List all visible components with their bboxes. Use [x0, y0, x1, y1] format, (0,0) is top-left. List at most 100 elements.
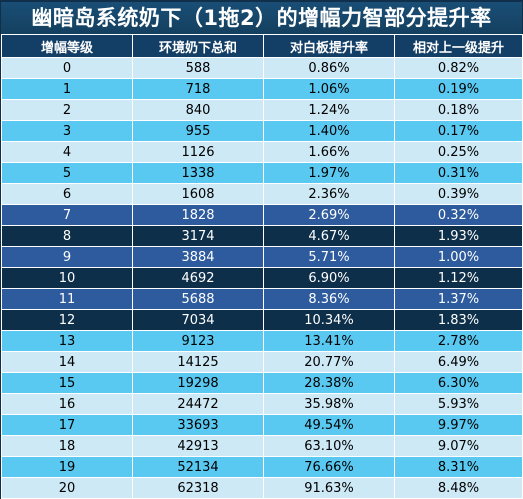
rate-vs-base-cell: 76.66% [263, 456, 395, 478]
rate-vs-prev-cell: 1.00% [394, 246, 523, 268]
rate-vs-prev-cell: 1.12% [394, 267, 523, 289]
total-cell: 7034 [132, 309, 264, 331]
rate-vs-prev-cell: 6.49% [394, 351, 523, 373]
rate-vs-prev-cell: 9.07% [394, 435, 523, 457]
rate-vs-prev-cell: 0.18% [394, 99, 523, 121]
total-cell: 62318 [132, 477, 264, 499]
rate-vs-prev-cell: 0.17% [394, 120, 523, 142]
table-row: 5 1338 1.97% 0.31% [1, 162, 523, 184]
level-cell: 6 [1, 183, 133, 205]
table-row: 8 3174 4.67% 1.93% [1, 225, 523, 247]
header-total: 环境奶下总和 [132, 34, 264, 58]
table-row: 17 33693 49.54% 9.97% [1, 414, 523, 436]
table-row: 6 1608 2.36% 0.39% [1, 183, 523, 205]
table-row: 10 4692 6.90% 1.12% [1, 267, 523, 289]
rate-vs-base-cell: 20.77% [263, 351, 395, 373]
table-row: 16 24472 35.98% 5.93% [1, 393, 523, 415]
level-cell: 14 [1, 351, 133, 373]
table-row: 14 14125 20.77% 6.49% [1, 351, 523, 373]
total-cell: 718 [132, 78, 264, 100]
level-cell: 3 [1, 120, 133, 142]
rate-vs-prev-cell: 1.93% [394, 225, 523, 247]
rate-vs-prev-cell: 0.31% [394, 162, 523, 184]
header-row: 增幅等级 环境奶下总和 对白板提升率 相对上一级提升 [1, 34, 523, 58]
rate-vs-prev-cell: 0.19% [394, 78, 523, 100]
total-cell: 588 [132, 57, 264, 79]
rate-vs-base-cell: 4.67% [263, 225, 395, 247]
table-row: 12 7034 10.34% 1.83% [1, 309, 523, 331]
total-cell: 1828 [132, 204, 264, 226]
table-row: 4 1126 1.66% 0.25% [1, 141, 523, 163]
header-level: 增幅等级 [1, 34, 133, 58]
level-cell: 8 [1, 225, 133, 247]
page-title: 幽暗岛系统奶下（1拖2）的增幅力智部分提升率 [1, 2, 522, 34]
table-row: 15 19298 28.38% 6.30% [1, 372, 523, 394]
level-cell: 13 [1, 330, 133, 352]
level-cell: 2 [1, 99, 133, 121]
rate-vs-prev-cell: 0.82% [394, 57, 523, 79]
rate-vs-base-cell: 1.40% [263, 120, 395, 142]
rate-vs-prev-cell: 9.97% [394, 414, 523, 436]
rate-vs-prev-cell: 8.31% [394, 456, 523, 478]
rate-vs-base-cell: 1.24% [263, 99, 395, 121]
level-cell: 19 [1, 456, 133, 478]
rate-vs-base-cell: 1.66% [263, 141, 395, 163]
level-cell: 9 [1, 246, 133, 268]
total-cell: 3884 [132, 246, 264, 268]
rate-vs-base-cell: 28.38% [263, 372, 395, 394]
total-cell: 840 [132, 99, 264, 121]
upgrade-table: 增幅等级 环境奶下总和 对白板提升率 相对上一级提升 0 588 0.86% 0.82… [1, 34, 523, 499]
total-cell: 1338 [132, 162, 264, 184]
total-cell: 33693 [132, 414, 264, 436]
table-row: 2 840 1.24% 0.18% [1, 99, 523, 121]
table-row: 13 9123 13.41% 2.78% [1, 330, 523, 352]
rate-vs-prev-cell: 1.37% [394, 288, 523, 310]
table-row: 11 5688 8.36% 1.37% [1, 288, 523, 310]
rate-vs-prev-cell: 5.93% [394, 393, 523, 415]
level-cell: 18 [1, 435, 133, 457]
rate-vs-base-cell: 13.41% [263, 330, 395, 352]
level-cell: 20 [1, 477, 133, 499]
total-cell: 3174 [132, 225, 264, 247]
level-cell: 7 [1, 204, 133, 226]
total-cell: 52134 [132, 456, 264, 478]
level-cell: 1 [1, 78, 133, 100]
level-cell: 16 [1, 393, 133, 415]
table-header: 增幅等级 环境奶下总和 对白板提升率 相对上一级提升 [1, 34, 523, 58]
total-cell: 5688 [132, 288, 264, 310]
table-row: 7 1828 2.69% 0.32% [1, 204, 523, 226]
header-rate-vs-base: 对白板提升率 [263, 34, 395, 58]
level-cell: 12 [1, 309, 133, 331]
total-cell: 1608 [132, 183, 264, 205]
table-row: 0 588 0.86% 0.82% [1, 57, 523, 79]
rate-vs-base-cell: 1.97% [263, 162, 395, 184]
rate-vs-base-cell: 5.71% [263, 246, 395, 268]
rate-vs-base-cell: 10.34% [263, 309, 395, 331]
rate-vs-prev-cell: 2.78% [394, 330, 523, 352]
total-cell: 14125 [132, 351, 264, 373]
rate-vs-base-cell: 35.98% [263, 393, 395, 415]
total-cell: 4692 [132, 267, 264, 289]
rate-vs-base-cell: 49.54% [263, 414, 395, 436]
rate-vs-base-cell: 0.86% [263, 57, 395, 79]
table-row: 1 718 1.06% 0.19% [1, 78, 523, 100]
total-cell: 1126 [132, 141, 264, 163]
rate-vs-prev-cell: 8.48% [394, 477, 523, 499]
total-cell: 955 [132, 120, 264, 142]
rate-vs-base-cell: 63.10% [263, 435, 395, 457]
rate-vs-prev-cell: 1.83% [394, 309, 523, 331]
rate-vs-prev-cell: 0.25% [394, 141, 523, 163]
rate-vs-base-cell: 8.36% [263, 288, 395, 310]
total-cell: 19298 [132, 372, 264, 394]
rate-vs-base-cell: 2.69% [263, 204, 395, 226]
rate-vs-prev-cell: 6.30% [394, 372, 523, 394]
level-cell: 17 [1, 414, 133, 436]
level-cell: 5 [1, 162, 133, 184]
rate-vs-base-cell: 1.06% [263, 78, 395, 100]
header-rate-vs-prev: 相对上一级提升 [394, 34, 523, 58]
level-cell: 15 [1, 372, 133, 394]
level-cell: 0 [1, 57, 133, 79]
table-row: 19 52134 76.66% 8.31% [1, 456, 523, 478]
table-row: 18 42913 63.10% 9.07% [1, 435, 523, 457]
